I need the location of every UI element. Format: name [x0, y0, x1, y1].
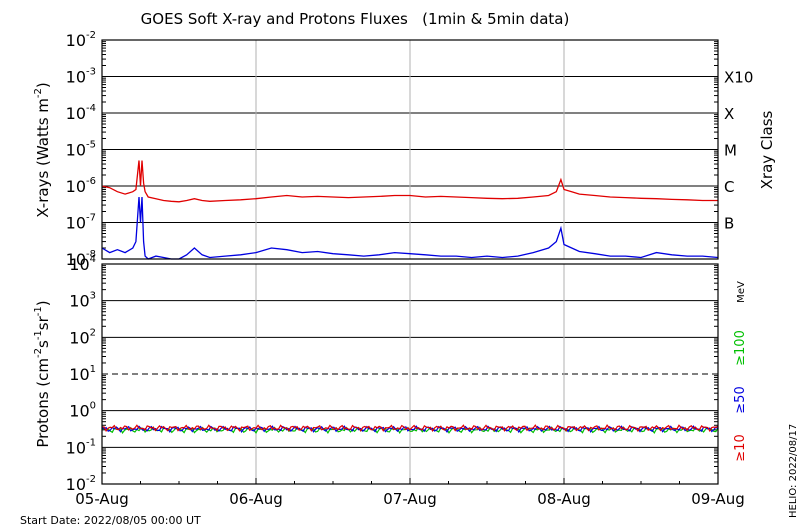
x-tick-label: 08-Aug — [537, 490, 590, 508]
xray-axis-label-close: ) — [34, 82, 52, 88]
xray-class-label: B — [724, 215, 734, 233]
proton-axis-label-main: Protons (cm — [34, 358, 52, 448]
xray-tick-label-exp: -6 — [86, 176, 96, 187]
proton-energy-label: ≥100 — [733, 330, 748, 366]
xray-axis-label: X-rays (Watts m-2) — [33, 82, 52, 217]
xray-class-label: X — [724, 105, 734, 123]
xray-tick-label: 10-6 — [66, 176, 96, 196]
xray-axis-label-main: X-rays (Watts m — [34, 98, 52, 218]
xray-tick-label-base: 10 — [66, 68, 86, 87]
xray-tick-label-base: 10 — [66, 214, 86, 233]
proton-tick-label-base: 10 — [69, 365, 89, 384]
xray-tick-label-exp: -5 — [86, 140, 96, 151]
x-tick-label: 06-Aug — [229, 490, 282, 508]
xray-tick-label-base: 10 — [66, 250, 86, 269]
xray-series-line — [101, 160, 718, 203]
proton-axis-label-unit: sr — [34, 315, 52, 330]
xray-class-label: C — [724, 178, 734, 196]
proton-tick-label-exp: -1 — [86, 437, 96, 448]
proton-tick-label-base: 10 — [66, 475, 86, 494]
xray-tick-label-exp: -7 — [86, 213, 96, 224]
xray-tick-label: 10-4 — [66, 103, 96, 123]
proton-panel: 10410310210110010-110-2MeV≥100≥50≥10Prot… — [33, 254, 748, 494]
start-date-label: Start Date: 2022/08/05 00:00 UT — [20, 514, 201, 527]
proton-tick-label-exp: 4 — [90, 254, 96, 265]
xray-tick-label-exp: -4 — [86, 103, 96, 114]
chart-title: GOES Soft X-ray and Protons Fluxes (1min… — [141, 10, 570, 28]
xray-tick-label-base: 10 — [66, 31, 86, 50]
proton-tick-label-exp: 0 — [90, 401, 96, 412]
proton-tick-label-base: 10 — [69, 328, 89, 347]
xray-tick-label-base: 10 — [66, 104, 86, 123]
proton-tick-label: 102 — [69, 327, 96, 347]
xray-tick-label: 10-5 — [66, 140, 96, 160]
proton-tick-label-exp: 3 — [90, 291, 96, 302]
xray-axis-label-exp: -2 — [33, 88, 44, 98]
proton-tick-label-base: 10 — [69, 292, 89, 311]
proton-tick-label: 101 — [69, 364, 96, 384]
xray-tick-label-base: 10 — [66, 141, 86, 160]
proton-axis-label-exp: -1 — [33, 306, 44, 316]
proton-tick-label-exp: 1 — [90, 364, 96, 375]
xray-series-line — [101, 196, 719, 260]
xray-class-label: X10 — [724, 69, 753, 87]
proton-tick-label: 10-2 — [66, 474, 96, 494]
proton-tick-label: 103 — [69, 291, 96, 311]
x-axis: 05-Aug 06-Aug 07-Aug 08-Aug 09-Aug — [75, 478, 745, 508]
xray-tick-label-exp: -8 — [86, 249, 96, 260]
xray-tick-label: 10-2 — [66, 30, 96, 50]
proton-energy-label: ≥10 — [733, 434, 748, 461]
proton-axis-label-close: ) — [34, 300, 52, 306]
xray-class-label: M — [724, 142, 737, 160]
proton-tick-label: 100 — [69, 401, 96, 421]
proton-tick-label-base: 10 — [69, 255, 89, 274]
x-tick-label: 05-Aug — [75, 490, 128, 508]
proton-energy-label: ≥50 — [733, 386, 748, 413]
proton-tick-label-base: 10 — [69, 402, 89, 421]
helio-date-label: HELIO: 2022/08/17 — [788, 424, 799, 518]
x-tick-label: 07-Aug — [383, 490, 436, 508]
xray-class-axis-title: Xray Class — [758, 110, 776, 189]
proton-tick-label-exp: 2 — [90, 327, 96, 338]
proton-tick-label-base: 10 — [66, 438, 86, 457]
xray-tick-label-exp: -2 — [86, 30, 96, 41]
xray-plot-frame — [101, 39, 719, 260]
proton-axis-label: Protons (cm-2s-1sr-1) — [33, 300, 52, 447]
proton-axis-label-exp: -1 — [33, 330, 44, 340]
proton-series-line — [101, 424, 719, 433]
xray-tick-label: 10-7 — [66, 213, 96, 233]
proton-axis-label-unit: s — [34, 340, 52, 348]
proton-tick-label: 10-1 — [66, 437, 96, 457]
x-tick-label: 09-Aug — [691, 490, 744, 508]
xray-tick-label-exp: -3 — [86, 67, 96, 78]
xray-tick-label: 10-8 — [66, 249, 96, 269]
xray-tick-label: 10-3 — [66, 67, 96, 87]
xray-panel: 10-210-310-410-510-610-710-8X10XMCBX-ray… — [33, 30, 776, 269]
proton-axis-label-exp: -2 — [33, 348, 44, 358]
proton-energy-label: MeV — [736, 281, 747, 303]
xray-tick-label-base: 10 — [66, 177, 86, 196]
proton-tick-label-exp: -2 — [86, 474, 96, 485]
proton-tick-label: 104 — [69, 254, 96, 274]
